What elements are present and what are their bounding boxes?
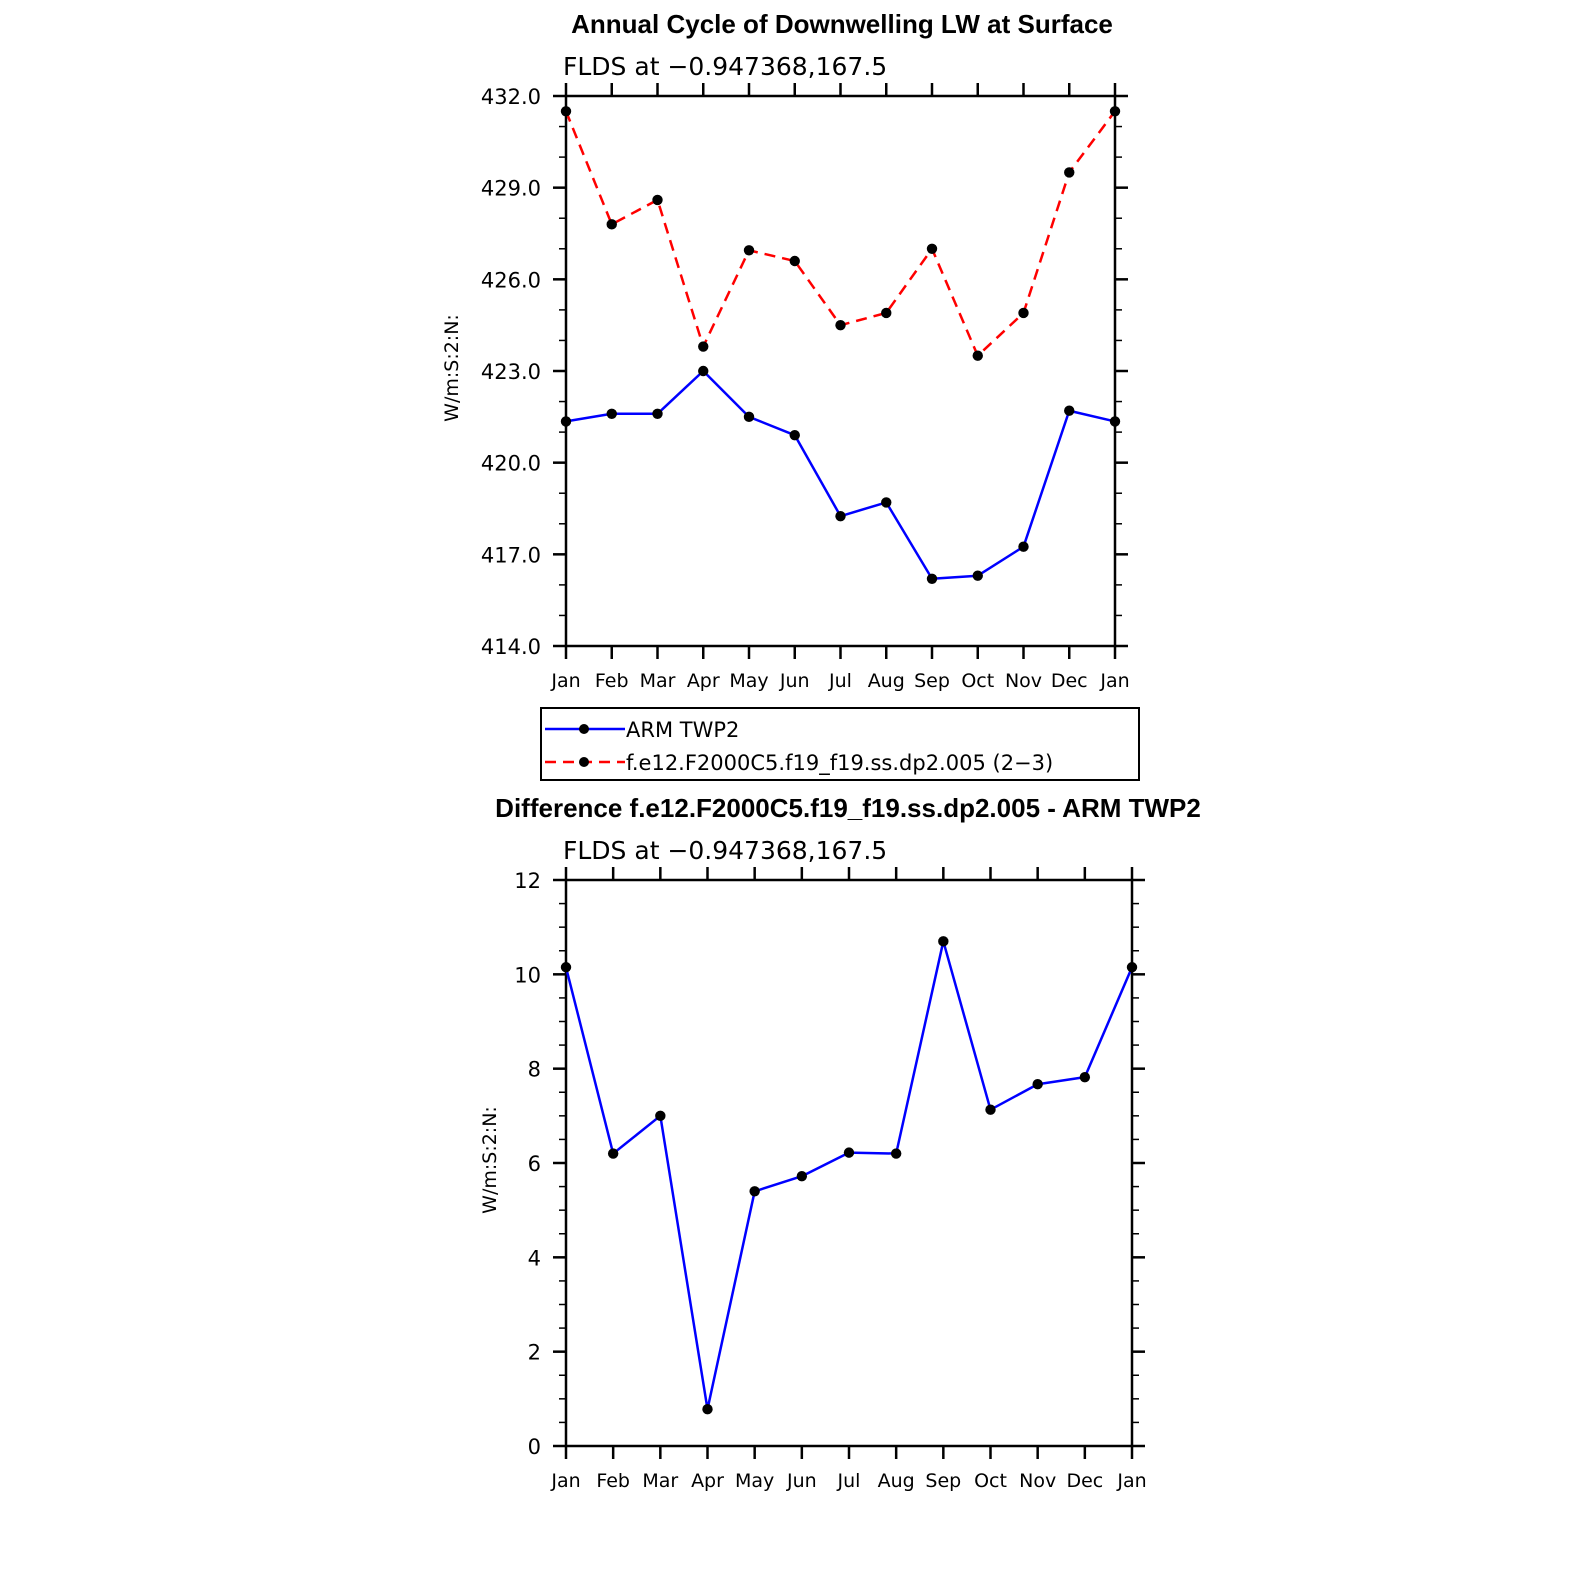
- chart2-series-0-point: [655, 1110, 666, 1122]
- chart2-frame: [564, 878, 1134, 1448]
- chart1-xtick-label: May: [729, 670, 768, 692]
- chart1-xtick-label: Mar: [640, 670, 676, 692]
- chart2-xtick-label: Jul: [837, 1470, 861, 1492]
- chart1-xtick-label: Dec: [1051, 670, 1088, 692]
- chart1-series-0-point: [1018, 541, 1029, 552]
- chart2-ylabel: W/m:S:2:N:: [479, 1106, 501, 1214]
- chart1-series-1-point: [881, 307, 892, 319]
- chart1-xtick-label: Jul: [828, 670, 852, 692]
- chart1-xtick-label: Apr: [687, 670, 720, 692]
- chart1-title: Annual Cycle of Downwelling LW at Surfac…: [571, 9, 1113, 39]
- chart1-series-0-point: [698, 365, 709, 377]
- chart1-series-line-0: [565, 369, 1116, 581]
- chart1-series-1-point: [835, 319, 846, 331]
- chart1-series-1-point: [789, 255, 800, 267]
- chart2-xtick-label: Nov: [1019, 1470, 1056, 1492]
- chart1-series-1-point: [743, 245, 755, 256]
- chart1-series-0-point: [652, 408, 663, 419]
- chart2-series-line-0: [564, 940, 1134, 1411]
- chart1-series-1-point: [560, 106, 572, 117]
- chart2-xtick-label: May: [735, 1470, 774, 1492]
- chart1-series-0-point: [881, 497, 892, 508]
- chart1-frame: [564, 94, 1117, 648]
- chart1-ytick-label: 414.0: [481, 635, 541, 659]
- chart1-series-0-point: [926, 573, 938, 584]
- chart2-series-0-point: [702, 1404, 713, 1415]
- legend-label-arm: ARM TWP2: [626, 718, 739, 742]
- chart1-series-1-point: [606, 219, 617, 230]
- chart1-series-0-point: [972, 570, 983, 581]
- legend-label-model: f.e12.F2000C5.f19_f19.ss.dp2.005 (2−3): [626, 751, 1053, 776]
- chart1-xtick-label: Aug: [868, 670, 905, 692]
- chart2-ytick-label: 2: [528, 1341, 541, 1365]
- chart1-series-line-1: [564, 110, 1117, 357]
- chart2-ytick-label: 8: [528, 1058, 541, 1082]
- chart1-series-1-point: [1018, 307, 1029, 319]
- chart2-xtick-label: Sep: [925, 1470, 961, 1492]
- chart2-xtick-label: Jan: [550, 1470, 580, 1492]
- chart1-xtick-label: Sep: [914, 670, 950, 692]
- chart2-ytick-label: 6: [528, 1152, 541, 1176]
- chart1-legend: ARM TWP2 f.e12.F2000C5.f19_f19.ss.dp2.00…: [540, 707, 1140, 781]
- chart2-ytick-label: 10: [514, 963, 541, 987]
- chart1-ylabel: W/m:S:2:N:: [441, 314, 463, 422]
- chart2-series-0-point: [560, 962, 572, 973]
- chart2-xtick-label: Aug: [878, 1470, 915, 1492]
- chart1-series-0-point: [789, 429, 800, 441]
- legend-box: [540, 707, 1140, 781]
- chart1-ytick-label: 426.0: [481, 268, 541, 292]
- chart2-series-0-point: [796, 1171, 808, 1182]
- chart2-xtick-label: Feb: [596, 1470, 630, 1492]
- chart2-series-0-point: [843, 1147, 855, 1158]
- chart1-series-1-point: [1109, 106, 1121, 117]
- chart1-xtick-label: Jan: [550, 670, 580, 692]
- chart1-ytick-label: 417.0: [481, 543, 541, 567]
- chart1-xtick-label: Jun: [779, 670, 810, 692]
- chart1-ytick-label: 432.0: [481, 85, 541, 109]
- legend-marker-model: [579, 757, 589, 767]
- chart1-ytick-label: 423.0: [481, 360, 541, 384]
- chart1-subtitle: FLDS at −0.947368,167.5: [563, 52, 887, 81]
- legend-marker-arm: [579, 724, 589, 734]
- chart1-series-0-point: [1109, 416, 1121, 427]
- chart1-series-0-point: [560, 416, 572, 427]
- chart2-series-0-point: [1126, 962, 1138, 973]
- chart2-ytick-label: 4: [528, 1246, 541, 1270]
- chart2-ytick-label: 12: [514, 869, 541, 893]
- chart1-series-0-point: [1064, 405, 1075, 416]
- chart2-xtick-label: Dec: [1066, 1470, 1103, 1492]
- chart2-plot-area: 0 2 4 6 8 10 12 Jan Feb Mar Apr May Jun Jul Aug Sep Oct N…: [514, 867, 1147, 1492]
- chart2-series-0-point: [938, 936, 949, 947]
- chart1-series-1-point: [926, 243, 938, 254]
- chart2-xtick-label: Apr: [691, 1470, 724, 1492]
- chart2-series-0-point: [607, 1148, 619, 1159]
- chart2-xtick-label: Jan: [1116, 1470, 1146, 1492]
- chart1-series-0-point: [743, 411, 755, 423]
- chart1-series-0-point: [606, 408, 617, 419]
- chart1-ytick-label: 420.0: [481, 452, 541, 476]
- chart2-xtick-label: Mar: [642, 1470, 678, 1492]
- chart2-series-0-point: [1079, 1071, 1091, 1083]
- chart1-xtick-label: Oct: [961, 670, 994, 692]
- chart2-subtitle: FLDS at −0.947368,167.5: [563, 836, 887, 865]
- chart2-series-0-point: [890, 1148, 902, 1159]
- chart1-ytick-label: 429.0: [481, 177, 541, 201]
- chart1-series-1-point: [972, 350, 983, 361]
- chart2-series-0-point: [749, 1186, 760, 1197]
- chart1-xtick-label: Feb: [595, 670, 629, 692]
- chart1-series-1-point: [698, 341, 709, 352]
- chart2-series-0-point: [1032, 1079, 1043, 1090]
- chart2-series-0-point: [985, 1104, 996, 1115]
- chart1-xtick-label: Jan: [1099, 670, 1129, 692]
- chart2-xtick-label: Jun: [786, 1470, 817, 1492]
- chart1-series-1-point: [652, 194, 663, 206]
- chart2-title: Difference f.e12.F2000C5.f19_f19.ss.dp2.…: [495, 793, 1201, 823]
- chart1-xtick-label: Nov: [1005, 670, 1042, 692]
- chart1-plot-area: 414.0 417.0 420.0 423.0 426.0 429.0 432.0 Jan Fe…: [481, 83, 1130, 692]
- chart2-ytick-label: 0: [528, 1435, 541, 1459]
- chart1-series-0-point: [835, 510, 846, 522]
- chart2-xtick-label: Oct: [974, 1470, 1007, 1492]
- chart1-series-1-point: [1064, 167, 1075, 178]
